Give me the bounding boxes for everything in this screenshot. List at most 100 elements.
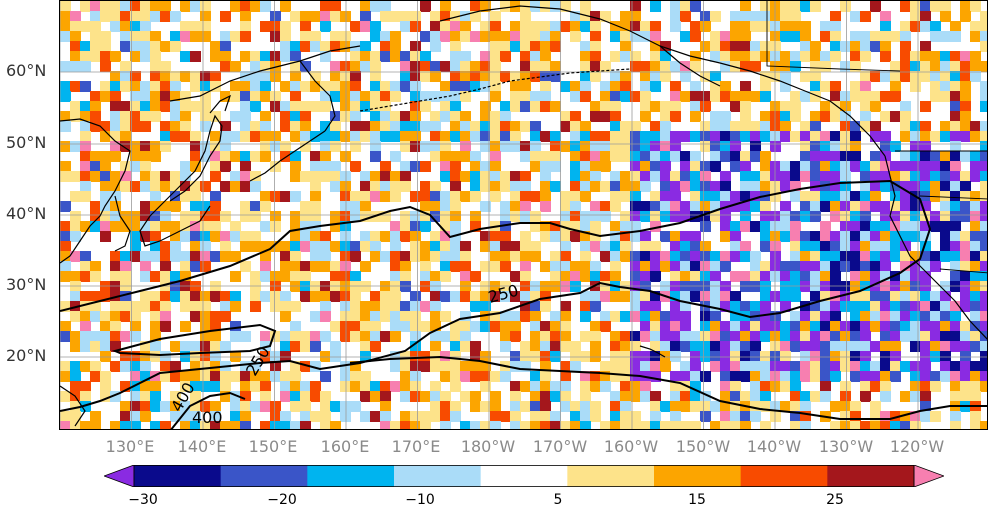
anomaly-cell [770, 121, 781, 132]
anomaly-cell [650, 191, 661, 202]
anomaly-cell [420, 251, 431, 262]
anomaly-cell [560, 311, 571, 322]
anomaly-cell [820, 141, 831, 152]
anomaly-cell [880, 11, 891, 22]
anomaly-cell [280, 351, 291, 362]
anomaly-cell [230, 181, 241, 192]
anomaly-cell [190, 381, 201, 392]
anomaly-cell [710, 341, 721, 352]
anomaly-cell [820, 111, 831, 122]
anomaly-cell [110, 151, 121, 162]
anomaly-cell [250, 361, 261, 372]
anomaly-cell [300, 141, 311, 152]
anomaly-cell [470, 1, 481, 12]
anomaly-cell [220, 31, 231, 42]
anomaly-cell [110, 141, 121, 152]
anomaly-cell [790, 211, 801, 222]
anomaly-cell [300, 271, 311, 282]
anomaly-cell [240, 1, 251, 12]
anomaly-cell [800, 401, 811, 412]
anomaly-cell [410, 231, 421, 242]
anomaly-cell [190, 411, 201, 422]
anomaly-cell [810, 271, 821, 282]
anomaly-cell [860, 421, 871, 429]
anomaly-cell [940, 11, 951, 22]
anomaly-cell [930, 51, 941, 62]
anomaly-cell [650, 291, 661, 302]
anomaly-cell [740, 371, 751, 382]
anomaly-cell [780, 21, 791, 32]
anomaly-cell [260, 351, 271, 362]
anomaly-cell [370, 291, 381, 302]
anomaly-cell [330, 111, 341, 122]
anomaly-cell [930, 291, 941, 302]
anomaly-cell [180, 421, 191, 429]
anomaly-cell [670, 201, 681, 212]
anomaly-cell [670, 311, 681, 322]
anomaly-cell [700, 71, 711, 82]
anomaly-cell [490, 161, 501, 172]
anomaly-cell [980, 41, 987, 52]
anomaly-cell [950, 251, 961, 262]
anomaly-cell [340, 181, 351, 192]
anomaly-cell [90, 271, 101, 282]
anomaly-cell [310, 391, 321, 402]
anomaly-cell [400, 311, 411, 322]
colorbar-extend-high [913, 465, 944, 487]
anomaly-cell [400, 121, 411, 132]
anomaly-cell [170, 391, 181, 402]
anomaly-cell [590, 101, 601, 112]
anomaly-cell [810, 371, 821, 382]
anomaly-cell [760, 311, 771, 322]
anomaly-cell [790, 51, 801, 62]
anomaly-cell [220, 341, 231, 352]
anomaly-cell [570, 411, 581, 422]
anomaly-cell [440, 11, 451, 22]
anomaly-cell [390, 181, 401, 192]
anomaly-cell [810, 261, 821, 272]
anomaly-cell [970, 391, 981, 402]
anomaly-cell [490, 421, 501, 429]
anomaly-cell [370, 31, 381, 42]
anomaly-cell [350, 141, 361, 152]
anomaly-cell [780, 211, 791, 222]
anomaly-cell [340, 131, 351, 142]
anomaly-cell [180, 91, 191, 102]
anomaly-cell [520, 401, 531, 412]
anomaly-cell [430, 121, 441, 132]
anomaly-cell [280, 151, 291, 162]
anomaly-cell [690, 281, 701, 292]
anomaly-cell [950, 421, 961, 429]
anomaly-cell [830, 211, 841, 222]
anomaly-cell [210, 291, 221, 302]
anomaly-cell [120, 1, 131, 12]
anomaly-cell [320, 311, 331, 322]
anomaly-cell [620, 421, 631, 429]
anomaly-cell [450, 161, 461, 172]
anomaly-cell [280, 121, 291, 132]
anomaly-cell [170, 411, 181, 422]
anomaly-cell [790, 341, 801, 352]
anomaly-cell [730, 321, 741, 332]
anomaly-cell [820, 81, 831, 92]
anomaly-cell [630, 141, 641, 152]
anomaly-cell [910, 391, 921, 402]
anomaly-cell [630, 21, 641, 32]
anomaly-cell [930, 151, 941, 162]
anomaly-cell [550, 141, 561, 152]
anomaly-cell [760, 111, 771, 122]
anomaly-cell [860, 111, 871, 122]
anomaly-cell [400, 221, 411, 232]
anomaly-cell [380, 391, 391, 402]
anomaly-cell [470, 61, 481, 72]
anomaly-cell [430, 231, 441, 242]
anomaly-cell [630, 361, 641, 372]
anomaly-cell [630, 171, 641, 182]
anomaly-cell [260, 201, 271, 212]
anomaly-cell [410, 391, 421, 402]
anomaly-cell [460, 391, 471, 402]
anomaly-cell [450, 121, 461, 132]
anomaly-cell [460, 241, 471, 252]
anomaly-cell [680, 151, 691, 162]
anomaly-cell [60, 161, 71, 172]
